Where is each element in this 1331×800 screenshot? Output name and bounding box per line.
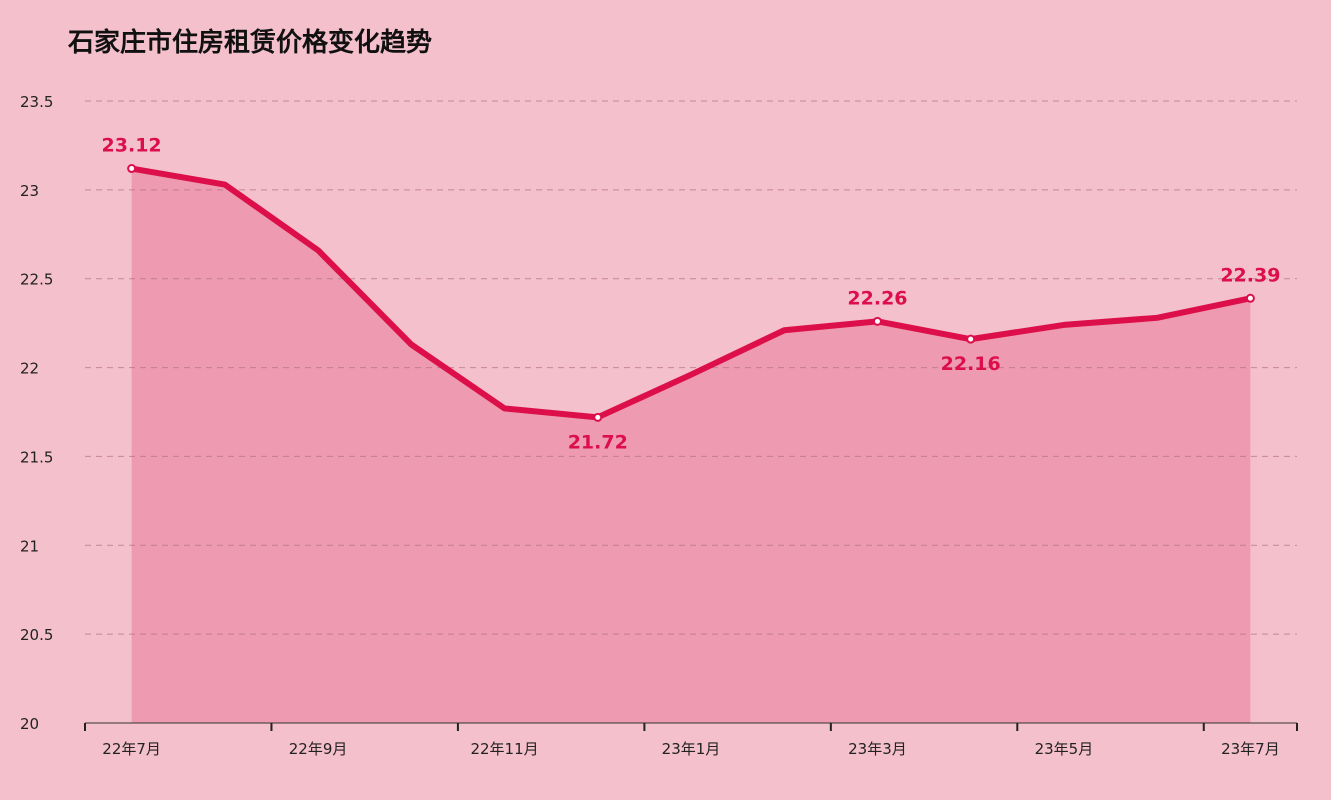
y-tick-label: 21.5	[20, 448, 53, 466]
data-point	[1245, 293, 1255, 303]
data-label: 23.12	[102, 135, 162, 157]
data-point	[127, 164, 137, 174]
y-tick-label: 23.5	[20, 93, 53, 111]
x-tick-label: 22年11月	[470, 740, 538, 758]
data-point	[593, 412, 603, 422]
y-tick-label: 22	[20, 360, 39, 378]
x-tick-label: 23年5月	[1035, 740, 1094, 758]
area-fill	[131, 168, 1251, 723]
x-tick-label: 22年9月	[289, 740, 348, 758]
data-label: 22.39	[1220, 264, 1280, 286]
x-tick-label: 23年3月	[848, 740, 907, 758]
x-tick-label: 23年1月	[662, 740, 721, 758]
y-tick-label: 20.5	[20, 626, 53, 644]
y-tick-label: 20	[20, 715, 39, 733]
data-label: 22.26	[847, 287, 907, 309]
y-tick-label: 21	[20, 537, 39, 555]
chart-title: 石家庄市住房租赁价格变化趋势	[68, 28, 433, 58]
data-point	[872, 316, 882, 326]
data-label: 21.72	[568, 431, 628, 453]
y-tick-label: 22.5	[20, 271, 53, 289]
data-label: 22.16	[941, 353, 1001, 375]
series-line	[131, 165, 1252, 421]
y-tick-label: 23	[20, 182, 39, 200]
data-point	[966, 334, 976, 344]
x-tick-label: 22年7月	[102, 740, 161, 758]
x-tick-label: 23年7月	[1221, 740, 1280, 758]
